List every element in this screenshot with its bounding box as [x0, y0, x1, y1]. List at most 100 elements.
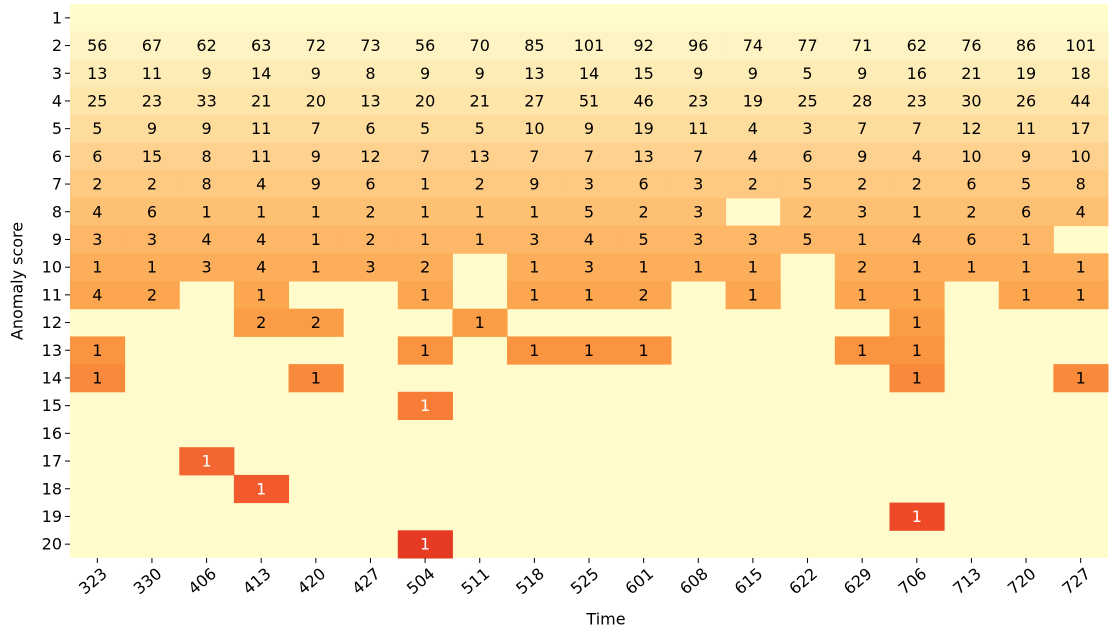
heat-cell — [507, 31, 563, 60]
heat-cell — [998, 59, 1054, 88]
cell-label: 12 — [360, 147, 380, 166]
cell-label: 62 — [907, 36, 927, 55]
heat-cell — [1053, 114, 1109, 143]
cell-label: 1 — [748, 285, 758, 304]
heat-cell — [1053, 59, 1109, 88]
cell-label: 25 — [87, 91, 107, 110]
cell-label: 25 — [797, 91, 817, 110]
cell-label: 1 — [311, 202, 321, 221]
cell-label: 1 — [420, 175, 430, 194]
cell-label: 2 — [365, 202, 375, 221]
heat-cell — [397, 253, 453, 282]
heat-cell — [834, 281, 890, 310]
heat-cell — [616, 114, 672, 143]
heat-cell — [179, 87, 235, 116]
cell-label: 2 — [92, 175, 102, 194]
cell-label: 16 — [907, 64, 927, 83]
cell-label: 1 — [912, 202, 922, 221]
x-tick-label: 406 — [184, 564, 220, 598]
cell-label: 6 — [365, 119, 375, 138]
heat-cell — [397, 197, 453, 227]
heat-cell — [561, 197, 617, 227]
y-tick-label: 17 — [42, 452, 62, 471]
heat-cell — [725, 142, 781, 171]
heat-cell — [70, 197, 126, 227]
heat-cell — [452, 225, 508, 254]
heat-cell — [288, 170, 344, 199]
heat-cell — [233, 281, 290, 310]
y-axis-label: Anomaly score — [8, 222, 27, 340]
heat-cell — [288, 59, 344, 88]
cell-label: 85 — [524, 36, 544, 55]
cell-label: 1 — [201, 202, 211, 221]
heat-cell — [179, 447, 235, 476]
cell-label: 2 — [857, 175, 867, 194]
heat-cell — [834, 253, 890, 282]
cell-label: 2 — [147, 285, 157, 304]
x-tick-label: 323 — [75, 564, 111, 598]
heat-cell — [288, 253, 344, 282]
heat-cell — [725, 114, 781, 143]
cell-label: 19 — [1016, 64, 1036, 83]
heat-cell — [998, 114, 1054, 143]
cell-label: 2 — [420, 258, 430, 277]
heat-cell — [233, 170, 290, 199]
x-tick-label: 511 — [458, 564, 494, 598]
heat-cell — [889, 225, 945, 254]
cell-label: 13 — [524, 64, 544, 83]
cell-label: 9 — [311, 175, 321, 194]
x-tick-label: 622 — [785, 564, 821, 598]
heat-cell — [616, 142, 672, 171]
cell-label: 26 — [1016, 91, 1036, 110]
heat-cell — [725, 87, 781, 116]
cell-label: 9 — [529, 175, 539, 194]
heat-cell — [780, 197, 836, 227]
cell-label: 1 — [584, 341, 594, 360]
cell-label: 2 — [857, 258, 867, 277]
heat-cell — [834, 225, 890, 254]
x-tick-label: 601 — [621, 564, 657, 598]
x-tick-label: 420 — [294, 564, 330, 598]
cell-label: 3 — [693, 175, 703, 194]
heat-cell — [725, 59, 781, 88]
heat-cell — [725, 225, 781, 254]
cell-label: 3 — [584, 258, 594, 277]
heat-cell — [1053, 253, 1109, 282]
heat-cell — [616, 197, 672, 227]
heat-cell — [725, 31, 781, 60]
cell-label: 30 — [961, 91, 981, 110]
cell-label: 1 — [311, 368, 321, 387]
cell-label: 92 — [633, 36, 653, 55]
cell-label: 76 — [961, 36, 981, 55]
heat-cell — [179, 253, 235, 282]
cell-label: 4 — [748, 119, 758, 138]
cell-label: 14 — [579, 64, 599, 83]
cell-label: 21 — [961, 64, 981, 83]
heat-cell — [998, 142, 1054, 171]
heat-cell — [124, 170, 180, 199]
cell-label: 7 — [420, 147, 430, 166]
cell-label: 2 — [311, 313, 321, 332]
heat-cell — [834, 31, 890, 60]
heat-cell — [998, 225, 1054, 254]
heat-cell — [670, 225, 727, 254]
y-tick-label: 9 — [52, 230, 62, 249]
cell-label: 44 — [1071, 91, 1091, 110]
cell-label: 1 — [1076, 368, 1086, 387]
heat-cell — [288, 142, 344, 171]
heat-cell — [233, 308, 290, 337]
cell-label: 1 — [529, 285, 539, 304]
cell-label: 13 — [470, 147, 490, 166]
cell-label: 1 — [147, 258, 157, 277]
x-tick-label: 427 — [348, 564, 384, 598]
cell-label: 2 — [802, 202, 812, 221]
heat-cell — [397, 391, 453, 420]
cell-label: 4 — [584, 230, 594, 249]
y-tick-label: 3 — [52, 64, 62, 83]
heat-cell — [452, 114, 508, 143]
heat-cell — [944, 170, 1000, 199]
heat-cell — [616, 170, 672, 199]
cell-label: 2 — [365, 230, 375, 249]
cell-label: 51 — [579, 91, 599, 110]
cell-label: 1 — [256, 479, 266, 498]
